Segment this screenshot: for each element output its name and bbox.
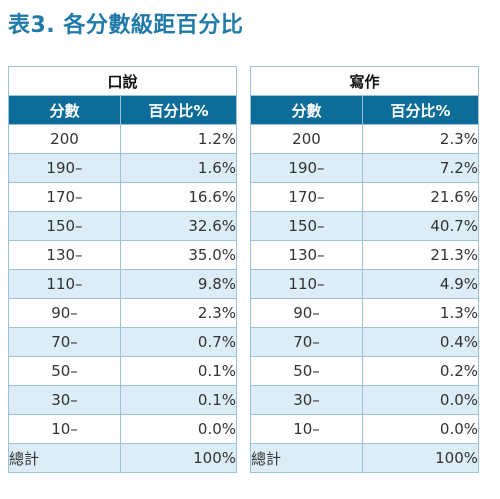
total-label: 總計: [250, 443, 363, 473]
table-row: 190– 1.6%: [8, 153, 238, 183]
score-column-header: 分數: [8, 95, 121, 125]
percent-cell: 2.3%: [361, 124, 480, 154]
percent-cell: 21.6%: [361, 182, 480, 212]
percent-cell: 7.2%: [361, 153, 480, 183]
writing-table-heading: 寫作: [249, 66, 480, 96]
percent-cell: 16.6%: [119, 182, 238, 212]
score-cell: 110–: [8, 269, 121, 299]
table-row: 190– 7.2%: [250, 153, 480, 183]
percent-cell: 2.3%: [119, 298, 238, 328]
score-cell: 50–: [250, 356, 363, 386]
percent-column-header: 百分比%: [119, 95, 238, 125]
score-cell: 130–: [250, 240, 363, 270]
table-row: 10– 0.0%: [8, 414, 238, 444]
score-cell: 90–: [250, 298, 363, 328]
score-cell: 30–: [250, 385, 363, 415]
score-cell: 70–: [8, 327, 121, 357]
table-row: 50– 0.2%: [250, 356, 480, 386]
table-row: 110– 9.8%: [8, 269, 238, 299]
percent-cell: 35.0%: [119, 240, 238, 270]
score-cell: 30–: [8, 385, 121, 415]
percent-cell: 9.8%: [119, 269, 238, 299]
table-row: 90– 2.3%: [8, 298, 238, 328]
percent-column-header: 百分比%: [361, 95, 480, 125]
percent-cell: 32.6%: [119, 211, 238, 241]
percent-cell: 0.4%: [361, 327, 480, 357]
table-row: 170– 16.6%: [8, 182, 238, 212]
score-cell: 10–: [8, 414, 121, 444]
percent-cell: 0.7%: [119, 327, 238, 357]
total-label: 總計: [8, 443, 121, 473]
score-cell: 170–: [250, 182, 363, 212]
score-cell: 150–: [8, 211, 121, 241]
score-cell: 200: [250, 124, 363, 154]
percent-cell: 0.0%: [361, 414, 480, 444]
score-cell: 170–: [8, 182, 121, 212]
writing-score-table: 寫作 分數 百分比% 200 2.3% 190– 7.2% 170– 21.6%…: [249, 66, 480, 473]
percent-cell: 1.3%: [361, 298, 480, 328]
total-row: 總計 100%: [250, 443, 480, 473]
total-row: 總計 100%: [8, 443, 238, 473]
table-row: 150– 32.6%: [8, 211, 238, 241]
percent-cell: 0.0%: [119, 414, 238, 444]
score-cell: 190–: [250, 153, 363, 183]
score-cell: 70–: [250, 327, 363, 357]
total-value: 100%: [119, 443, 238, 473]
percent-cell: 0.1%: [119, 385, 238, 415]
table-row: 170– 21.6%: [250, 182, 480, 212]
speaking-score-table: 口說 分數 百分比% 200 1.2% 190– 1.6% 170– 16.6%…: [7, 66, 238, 473]
total-value: 100%: [361, 443, 480, 473]
table-row: 150– 40.7%: [250, 211, 480, 241]
table-row: 200 1.2%: [8, 124, 238, 154]
table-row: 10– 0.0%: [250, 414, 480, 444]
speaking-table-heading: 口說: [7, 66, 238, 96]
score-cell: 150–: [250, 211, 363, 241]
page-title: 表3. 各分數級距百分比: [8, 13, 244, 38]
score-cell: 200: [8, 124, 121, 154]
percent-cell: 1.2%: [119, 124, 238, 154]
table-row: 70– 0.4%: [250, 327, 480, 357]
score-cell: 110–: [250, 269, 363, 299]
table-row: 110– 4.9%: [250, 269, 480, 299]
score-cell: 90–: [8, 298, 121, 328]
table-row: 30– 0.1%: [8, 385, 238, 415]
percent-cell: 0.2%: [361, 356, 480, 386]
table-row: 130– 35.0%: [8, 240, 238, 270]
table-row: 200 2.3%: [250, 124, 480, 154]
score-cell: 190–: [8, 153, 121, 183]
table-row: 90– 1.3%: [250, 298, 480, 328]
table-row: 70– 0.7%: [8, 327, 238, 357]
score-cell: 10–: [250, 414, 363, 444]
score-cell: 130–: [8, 240, 121, 270]
percent-cell: 40.7%: [361, 211, 480, 241]
percent-cell: 0.0%: [361, 385, 480, 415]
percent-cell: 0.1%: [119, 356, 238, 386]
score-column-header: 分數: [250, 95, 363, 125]
percent-cell: 1.6%: [119, 153, 238, 183]
table-row: 30– 0.0%: [250, 385, 480, 415]
percent-cell: 4.9%: [361, 269, 480, 299]
score-cell: 50–: [8, 356, 121, 386]
table-row: 50– 0.1%: [8, 356, 238, 386]
percent-cell: 21.3%: [361, 240, 480, 270]
table-row: 130– 21.3%: [250, 240, 480, 270]
